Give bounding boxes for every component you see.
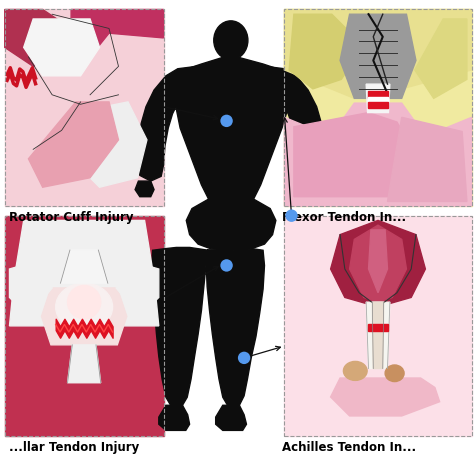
Polygon shape	[366, 84, 390, 113]
Bar	[366, 84, 390, 113]
Polygon shape	[366, 302, 390, 369]
Polygon shape	[71, 9, 164, 57]
Bar	[5, 216, 164, 436]
Polygon shape	[373, 302, 383, 369]
Ellipse shape	[385, 365, 404, 382]
Bar	[284, 9, 472, 206]
Bar	[368, 91, 388, 99]
Polygon shape	[206, 249, 264, 408]
Polygon shape	[9, 260, 52, 317]
Polygon shape	[137, 66, 201, 181]
Text: Rotator Cuff Injury: Rotator Cuff Injury	[9, 211, 134, 224]
Bar	[5, 216, 164, 436]
Bar	[284, 9, 472, 206]
Polygon shape	[340, 14, 416, 99]
Text: ...llar Tendon Injury: ...llar Tendon Injury	[9, 441, 140, 454]
Polygon shape	[368, 230, 387, 292]
Ellipse shape	[309, 179, 327, 193]
Polygon shape	[152, 247, 231, 408]
Text: Achilles Tendon In...: Achilles Tendon In...	[282, 441, 416, 454]
Bar	[368, 98, 388, 103]
Polygon shape	[67, 345, 100, 383]
Polygon shape	[41, 288, 127, 345]
Point	[288, 212, 295, 219]
Bar	[5, 216, 164, 436]
Ellipse shape	[214, 21, 248, 60]
Bar	[368, 324, 388, 331]
Polygon shape	[350, 225, 406, 302]
Point	[240, 354, 248, 362]
Bar	[284, 216, 472, 436]
Polygon shape	[284, 9, 472, 99]
Polygon shape	[71, 102, 147, 187]
Point	[223, 117, 230, 125]
Polygon shape	[5, 9, 71, 66]
Text: Flexor Tendon In...: Flexor Tendon In...	[282, 211, 406, 224]
Polygon shape	[261, 66, 326, 182]
Bar	[5, 9, 164, 206]
Polygon shape	[61, 250, 108, 283]
Polygon shape	[116, 260, 159, 317]
Polygon shape	[28, 102, 118, 187]
Polygon shape	[294, 113, 416, 197]
Polygon shape	[24, 19, 100, 76]
Polygon shape	[216, 405, 246, 430]
Polygon shape	[387, 118, 467, 201]
Polygon shape	[331, 378, 439, 416]
Ellipse shape	[67, 285, 100, 319]
Polygon shape	[9, 220, 159, 326]
Ellipse shape	[343, 361, 367, 380]
Point	[223, 262, 230, 269]
Polygon shape	[159, 405, 190, 430]
Polygon shape	[175, 58, 289, 199]
Ellipse shape	[55, 283, 112, 331]
Polygon shape	[284, 103, 472, 206]
Polygon shape	[331, 220, 425, 307]
Bar	[284, 216, 472, 436]
Polygon shape	[415, 19, 467, 99]
Polygon shape	[289, 14, 360, 89]
Polygon shape	[135, 181, 154, 197]
Polygon shape	[221, 58, 240, 65]
Bar	[5, 9, 164, 206]
Polygon shape	[186, 199, 276, 250]
Bar	[284, 9, 472, 206]
Bar	[368, 102, 388, 108]
Bar	[5, 9, 164, 206]
Bar	[284, 216, 472, 436]
